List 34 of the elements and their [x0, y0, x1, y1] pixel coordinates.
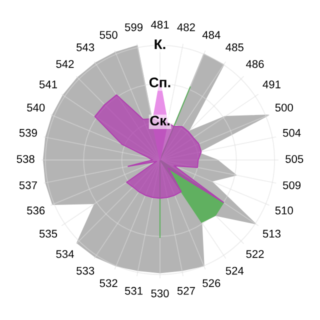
spoke-label: 530: [151, 289, 169, 298]
spoke-label: 550: [100, 30, 118, 39]
spoke-label: 536: [27, 206, 45, 214]
spoke-label: 482: [177, 23, 195, 32]
spoke-label: 524: [226, 266, 244, 275]
spoke-label: 486: [246, 60, 264, 68]
spoke-label: 534: [56, 250, 74, 258]
y-tick-label: Сп.: [149, 78, 170, 88]
spoke-label: 538: [16, 155, 34, 163]
spoke-label: 542: [56, 60, 74, 68]
spoke-label: 513: [262, 230, 281, 238]
spoke-label: 527: [177, 286, 195, 295]
spoke-label: 481: [150, 20, 169, 29]
spoke-label: 504: [282, 128, 301, 137]
spoke-label: 540: [27, 104, 45, 112]
spoke-label: 509: [282, 181, 301, 190]
spoke-label: 535: [39, 230, 58, 238]
spoke-label: 541: [39, 80, 57, 88]
y-tick-label: К.: [154, 39, 166, 50]
spoke-label: 500: [275, 104, 293, 112]
spoke-label: 526: [202, 279, 220, 288]
spoke-label: 510: [275, 206, 293, 214]
spoke-label: 543: [76, 43, 94, 52]
spoke-label: 537: [19, 181, 37, 190]
spoke-label: 491: [262, 80, 280, 88]
spoke-label: 505: [286, 155, 304, 163]
spoke-label: 539: [19, 128, 37, 137]
spoke-label: 531: [124, 286, 143, 295]
spoke-label: 599: [124, 23, 143, 32]
spoke-label: 533: [76, 266, 94, 275]
spoke-label: 532: [100, 279, 118, 288]
spoke-label: 522: [246, 250, 264, 258]
spoke-label: 485: [226, 43, 244, 52]
spoke-label: 484: [202, 30, 220, 39]
